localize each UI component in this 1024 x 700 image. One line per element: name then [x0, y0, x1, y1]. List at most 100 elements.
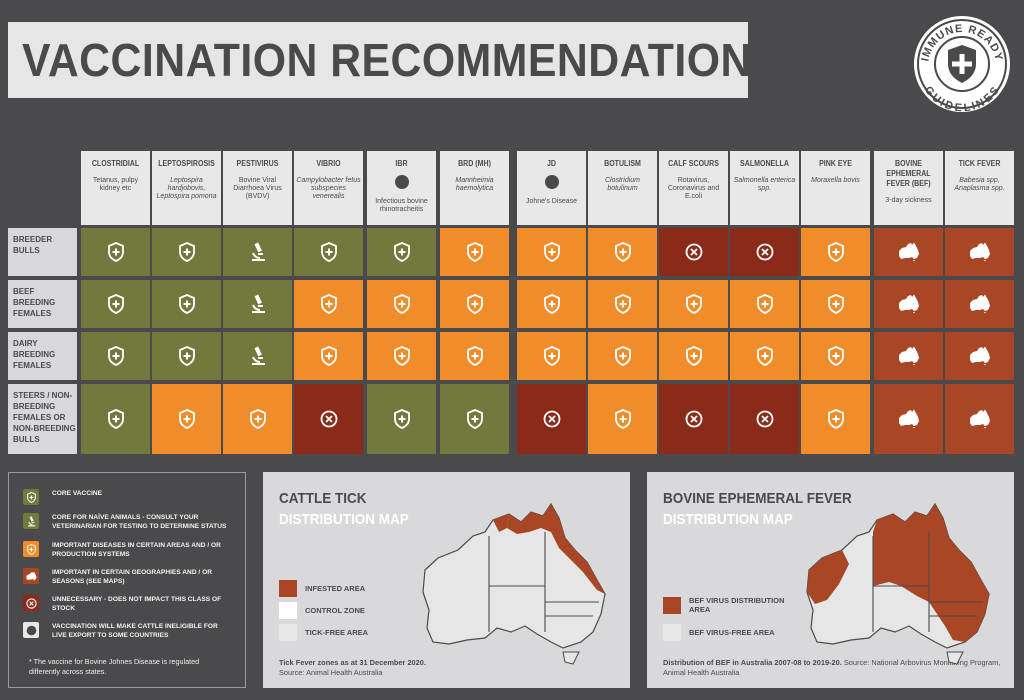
row-label: BREEDER BULLS: [8, 228, 77, 276]
disease-name: CLOSTRIDIAL: [91, 159, 140, 168]
legend-text: CORE FOR NAÏVE ANIMALS - CONSULT YOUR VE…: [52, 514, 227, 530]
title-banner: VACCINATION RECOMMENDATIONS: [8, 22, 780, 98]
recommendation-cell: [152, 384, 221, 454]
shield-cross-icon: [827, 409, 844, 429]
recommendation-cell: [517, 332, 586, 380]
shield-cross-icon: [466, 294, 483, 314]
recommendation-cell: [152, 228, 221, 276]
shield-cross-icon: [393, 294, 410, 314]
recommendation-cell: [440, 280, 509, 328]
recommendation-cell: [294, 228, 363, 276]
disease-header: TICK FEVER Babesia spp, Anaplasma spp.: [945, 151, 1014, 225]
shield-cross-icon: [320, 346, 337, 366]
shield-cross-icon: [827, 294, 844, 314]
shield-cross-icon: [827, 242, 844, 262]
recommendation-cell: [223, 228, 292, 276]
shield-cross-icon: [320, 242, 337, 262]
disease-header: JD Johne's Disease: [517, 151, 586, 225]
disease-name: LEPTOSPIROSIS: [158, 159, 215, 168]
globe-icon: [544, 175, 559, 189]
disease-pathogen: 3-day sickness: [885, 197, 932, 204]
shield-cross-icon: [393, 242, 410, 262]
shield-cross-icon: [614, 409, 631, 429]
disease-header: LEPTOSPIROSIS Leptospira hardjobovis, Lep…: [152, 151, 221, 225]
recommendation-cell: [81, 332, 150, 380]
australia-icon: [969, 294, 990, 314]
tick-free-label: TICK-FREE AREA: [305, 628, 369, 637]
shield-cross-icon: [26, 491, 36, 503]
recommendation-cell: [945, 384, 1014, 454]
legend-swatch: [23, 595, 39, 611]
cattle-tick-source: Tick Fever zones as at 31 December 2020.…: [279, 658, 619, 678]
cattle-tick-map-title: CATTLE TICK DISTRIBUTION MAP: [279, 488, 409, 530]
shield-cross-icon: [756, 346, 773, 366]
cattle-tick-map-panel: CATTLE TICK DISTRIBUTION MAP INFESTED AR…: [263, 472, 630, 688]
shield-cross-icon: [827, 346, 844, 366]
recommendation-cell: [801, 280, 870, 328]
shield-cross-icon: [756, 294, 773, 314]
row-label: STEERS / NON-BREEDING FEMALES OR NON-BRE…: [8, 384, 77, 454]
legend-infested: INFESTED AREA: [279, 580, 415, 597]
recommendation-cell: [945, 280, 1014, 328]
not-needed-icon: [756, 410, 773, 428]
legend-text: CORE VACCINE: [52, 490, 103, 497]
globe-icon: [394, 175, 409, 189]
legend-panel: * The vaccine for Bovine Johnes Disease …: [8, 472, 246, 688]
disease-pathogen: Clostridium botulinum: [604, 177, 640, 192]
recommendation-cell: [945, 228, 1014, 276]
australia-icon: [969, 242, 990, 262]
australia-icon: [898, 409, 919, 429]
note-bold: Distribution of BEF in Australia 2007-08…: [663, 658, 842, 667]
not-needed-icon: [685, 410, 702, 428]
recommendation-cell: [367, 228, 436, 276]
australia-icon: [898, 294, 919, 314]
note-source: Source: Animal Health Australia: [279, 668, 383, 677]
bef-source: Distribution of BEF in Australia 2007-08…: [663, 658, 1003, 678]
australia-bef-map: [806, 502, 990, 665]
recommendation-cell: [659, 280, 728, 328]
map-title-line2: DISTRIBUTION MAP: [279, 511, 409, 528]
legend-swatch: [23, 622, 39, 638]
shield-cross-icon: [178, 242, 195, 262]
shield-cross-icon: [178, 346, 195, 366]
recommendation-cell: [588, 384, 657, 454]
shield-cross-icon: [543, 346, 560, 366]
recommendation-cell: [517, 228, 586, 276]
recommendation-cell: [294, 384, 363, 454]
disease-name: BOVINE EPHEMERAL FEVER (BEF): [886, 159, 931, 188]
recommendation-cell: [81, 228, 150, 276]
disease-header: CLOSTRIDIAL Tetanus, pulpy kidney etc: [81, 151, 150, 225]
disease-header: BOTULISM Clostridium botulinum: [588, 151, 657, 225]
disease-pathogen: Rotavirus, Coronavirus and E.coli: [667, 177, 720, 200]
legend-text: IMPORTANT DISEASES IN CERTAIN AREAS AND …: [52, 542, 221, 558]
legend-text: VACCINATION WILL MAKE CATTLE INELIGIBLE …: [52, 623, 218, 639]
microscope-icon: [251, 242, 265, 261]
disease-header: CALF SCOURS Rotavirus, Coronavirus and E.…: [659, 151, 728, 225]
shield-cross-icon: [614, 294, 631, 314]
shield-cross-icon: [107, 242, 124, 262]
not-needed-icon: [756, 243, 773, 261]
recommendation-cell: [440, 332, 509, 380]
bef-map-title: BOVINE EPHEMERAL FEVER DISTRIBUTION MAP: [663, 488, 852, 530]
shield-cross-icon: [685, 346, 702, 366]
disease-name: BOTULISM: [604, 159, 641, 168]
disease-header: BRD (MH) Mannheimia haemolytica: [440, 151, 509, 225]
infested-label: INFESTED AREA: [305, 584, 366, 593]
shield-cross-icon: [107, 294, 124, 314]
disease-name: TICK FEVER: [958, 159, 1001, 168]
disease-name: JD: [546, 159, 556, 168]
recommendation-cell: [81, 280, 150, 328]
recommendation-cell: [367, 332, 436, 380]
recommendation-cell: [517, 384, 586, 454]
recommendation-cell: [367, 280, 436, 328]
recommendation-cell: [440, 228, 509, 276]
disease-pathogen: Johne's Disease: [525, 198, 578, 205]
recommendation-cell: [588, 332, 657, 380]
recommendation-cell: [801, 228, 870, 276]
recommendation-cell: [874, 228, 943, 276]
recommendation-cell: [588, 228, 657, 276]
disease-header: SALMONELLA Salmonella enterica spp.: [730, 151, 799, 225]
control-zone-label: CONTROL ZONE: [305, 606, 365, 615]
disease-pathogen: Leptospira hardjobovis, Leptospira pomon…: [156, 177, 217, 200]
shield-cross-icon: [107, 346, 124, 366]
